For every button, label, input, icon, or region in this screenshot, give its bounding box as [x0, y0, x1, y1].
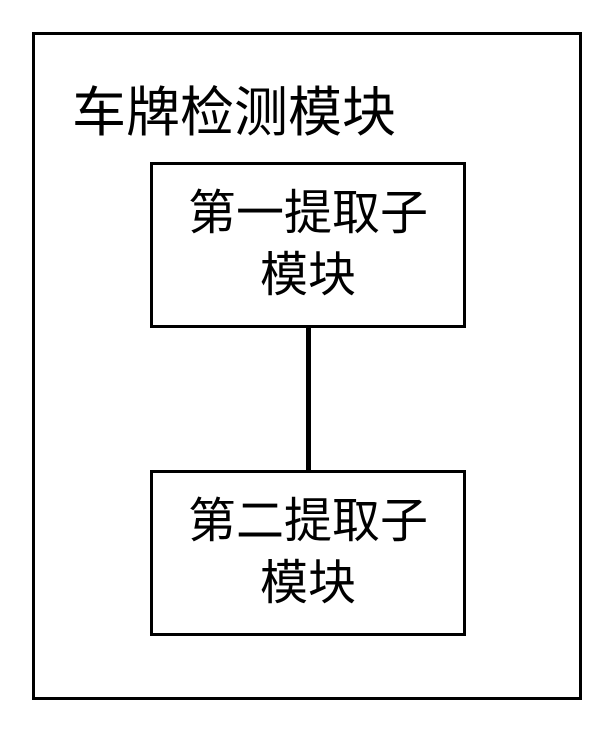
connector-line: [306, 328, 311, 470]
node-label-line1: 第二提取子: [188, 491, 428, 553]
node-label-line2: 模块: [260, 245, 356, 307]
diagram-title: 车牌检测模块: [72, 68, 396, 147]
node-first-extraction-submodule: 第一提取子 模块: [150, 162, 466, 328]
node-label-line2: 模块: [260, 553, 356, 615]
node-second-extraction-submodule: 第二提取子 模块: [150, 470, 466, 636]
node-label-line1: 第一提取子: [188, 183, 428, 245]
